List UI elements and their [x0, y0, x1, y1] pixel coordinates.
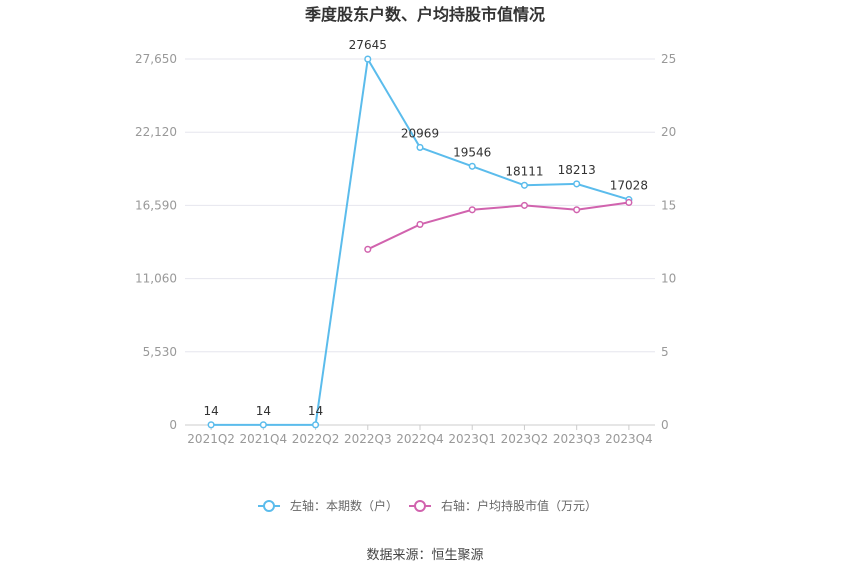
left-tick-label: 5,530	[143, 345, 177, 359]
x-axis-ticks: 2021Q2 2021Q4 2022Q2 2022Q3 2022Q4 2023Q1 2023…	[187, 425, 653, 446]
series-1-point[interactable]	[573, 206, 581, 214]
data-label: 18111	[505, 164, 543, 178]
data-label: 14	[203, 404, 218, 418]
x-tick-label: 2022Q3	[344, 432, 392, 446]
series-0-point[interactable]	[573, 180, 581, 188]
series-0-point[interactable]	[312, 421, 320, 429]
left-tick-label: 0	[169, 418, 177, 432]
data-label: 18213	[558, 163, 596, 177]
legend-label[interactable]: 右轴：户均持股市值（万元）	[441, 498, 597, 513]
source-note: 数据来源：恒生聚源	[366, 548, 483, 563]
data-label: 17028	[610, 179, 648, 193]
left-tick-label: 16,590	[135, 198, 177, 212]
x-tick-label: 2023Q3	[553, 432, 601, 446]
series-0-point[interactable]	[207, 421, 215, 429]
right-tick-label: 25	[661, 52, 676, 66]
data-label: 20969	[401, 126, 439, 140]
legend[interactable]: 左轴：本期数（户） 右轴：户均持股市值（万元）	[258, 498, 597, 513]
series-0-point[interactable]	[259, 421, 267, 429]
series-line-0	[211, 56, 630, 426]
chart-title: 季度股东户数、户均持股市值情况	[304, 5, 545, 24]
left-tick-label: 22,120	[135, 125, 177, 139]
data-labels: 14 14 14 27645 20969 19546 18111 18213 17028	[203, 38, 648, 418]
left-tick-label: 27,650	[135, 52, 177, 66]
grid	[185, 58, 655, 426]
series-line-1	[367, 201, 630, 251]
x-tick-label: 2022Q4	[396, 432, 444, 446]
series-0-point[interactable]	[364, 55, 372, 63]
x-tick-label: 2023Q2	[501, 432, 549, 446]
data-label: 27645	[349, 38, 387, 52]
legend-marker-icon	[414, 500, 426, 512]
right-tick-label: 20	[661, 125, 676, 139]
right-axis-ticks: 0 5 10 15 20 25	[661, 52, 676, 432]
x-tick-label: 2023Q4	[605, 432, 653, 446]
left-axis-ticks: 0 5,530 11,060 16,590 22,120 27,650	[135, 52, 177, 432]
right-tick-label: 0	[661, 418, 669, 432]
series-0-point[interactable]	[520, 181, 528, 189]
series-1-point[interactable]	[468, 206, 476, 214]
data-label: 14	[308, 404, 323, 418]
series-1-point[interactable]	[625, 198, 633, 207]
data-label: 14	[256, 404, 271, 418]
left-tick-label: 11,060	[135, 272, 177, 286]
series-1-point[interactable]	[416, 220, 424, 228]
x-tick-label: 2022Q2	[292, 432, 340, 446]
x-tick-label: 2021Q4	[240, 432, 288, 446]
x-tick-label: 2021Q2	[187, 432, 235, 446]
data-label: 19546	[453, 145, 491, 159]
legend-label[interactable]: 左轴：本期数（户）	[290, 498, 398, 513]
x-tick-label: 2023Q1	[448, 432, 496, 446]
series-1-point[interactable]	[364, 245, 372, 253]
series-0-point[interactable]	[416, 143, 424, 151]
legend-marker-icon	[263, 500, 275, 512]
right-tick-label: 10	[661, 272, 676, 286]
right-tick-label: 15	[661, 198, 676, 212]
series-1-point[interactable]	[520, 201, 528, 209]
series-0-point[interactable]	[468, 162, 476, 170]
right-tick-label: 5	[661, 345, 669, 359]
series-group	[207, 55, 633, 429]
